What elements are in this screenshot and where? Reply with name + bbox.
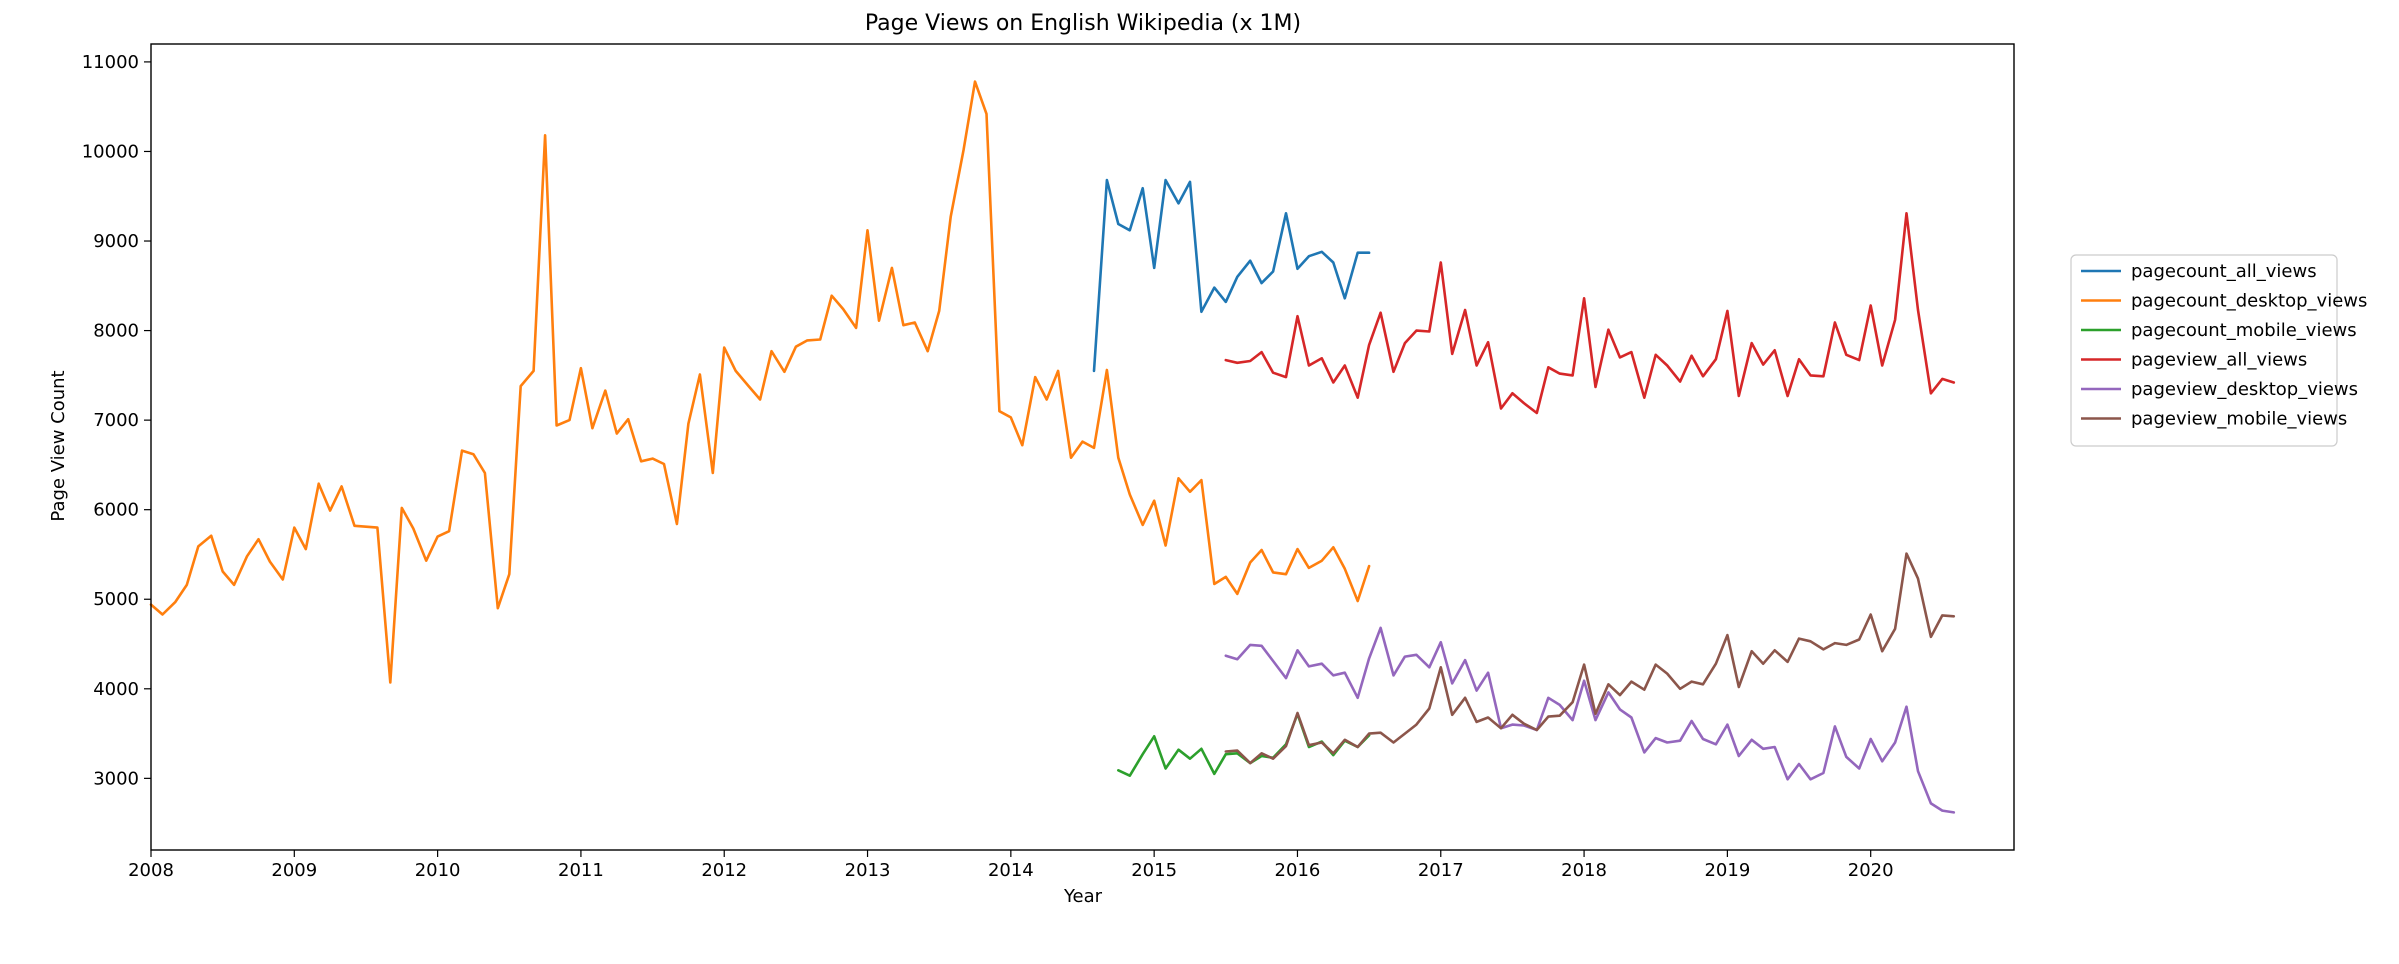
legend-label-pageview_mobile_views: pageview_mobile_views bbox=[2131, 409, 2347, 430]
legend-label-pagecount_all_views: pagecount_all_views bbox=[2131, 261, 2317, 282]
series-line-pageview_all_views bbox=[1224, 212, 1956, 415]
y-tick-label: 10000 bbox=[82, 141, 139, 162]
x-tick-label: 2012 bbox=[701, 860, 747, 881]
plot-frame bbox=[150, 43, 2015, 851]
x-tick-label: 2011 bbox=[558, 860, 604, 881]
series-line-pagecount_all_views bbox=[1092, 178, 1371, 373]
x-tick-label: 2009 bbox=[271, 860, 317, 881]
x-tick-label: 2014 bbox=[988, 860, 1034, 881]
x-tick-label: 2018 bbox=[1561, 860, 1607, 881]
y-tick-label: 4000 bbox=[93, 679, 139, 700]
series-line-pageview_mobile_views bbox=[1224, 552, 1956, 765]
x-tick-label: 2008 bbox=[128, 860, 174, 881]
legend: pagecount_all_views pagecount_desktop_vie… bbox=[2070, 254, 2367, 447]
y-tick-label: 6000 bbox=[93, 500, 139, 521]
y-tick-label: 8000 bbox=[93, 321, 139, 342]
series-line-pageview_desktop_views bbox=[1224, 626, 1956, 814]
chart-title: Page Views on English Wikipedia (x 1M) bbox=[865, 11, 1301, 36]
y-tick-label: 9000 bbox=[93, 231, 139, 252]
legend-label-pageview_desktop_views: pageview_desktop_views bbox=[2131, 379, 2358, 400]
y-tick-label: 11000 bbox=[82, 52, 139, 73]
plot-area bbox=[149, 80, 1956, 814]
y-axis-label: Page View Count bbox=[48, 370, 69, 521]
x-tick-label: 2016 bbox=[1275, 860, 1321, 881]
x-tick-label: 2015 bbox=[1131, 860, 1177, 881]
x-tick-label: 2013 bbox=[845, 860, 891, 881]
x-tick-label: 2019 bbox=[1704, 860, 1750, 881]
x-tick-label: 2020 bbox=[1848, 860, 1894, 881]
x-tick-label: 2017 bbox=[1418, 860, 1464, 881]
y-tick-label: 7000 bbox=[93, 410, 139, 431]
series-line-pagecount_mobile_views bbox=[1117, 712, 1371, 778]
legend-label-pageview_all_views: pageview_all_views bbox=[2131, 350, 2307, 371]
x-axis-label: Year bbox=[1063, 886, 1103, 907]
legend-box bbox=[2070, 254, 2338, 447]
legend-label-pagecount_mobile_views: pagecount_mobile_views bbox=[2131, 320, 2357, 341]
axes: 2008 2009 2010 2011 2012 2013 2014 2015 2016 2017… bbox=[82, 43, 2015, 881]
y-tick-label: 5000 bbox=[93, 589, 139, 610]
series-line-pagecount_desktop_views bbox=[149, 80, 1371, 684]
y-tick-label: 3000 bbox=[93, 768, 139, 789]
x-tick-label: 2010 bbox=[415, 860, 461, 881]
legend-label-pagecount_desktop_views: pagecount_desktop_views bbox=[2131, 291, 2367, 312]
